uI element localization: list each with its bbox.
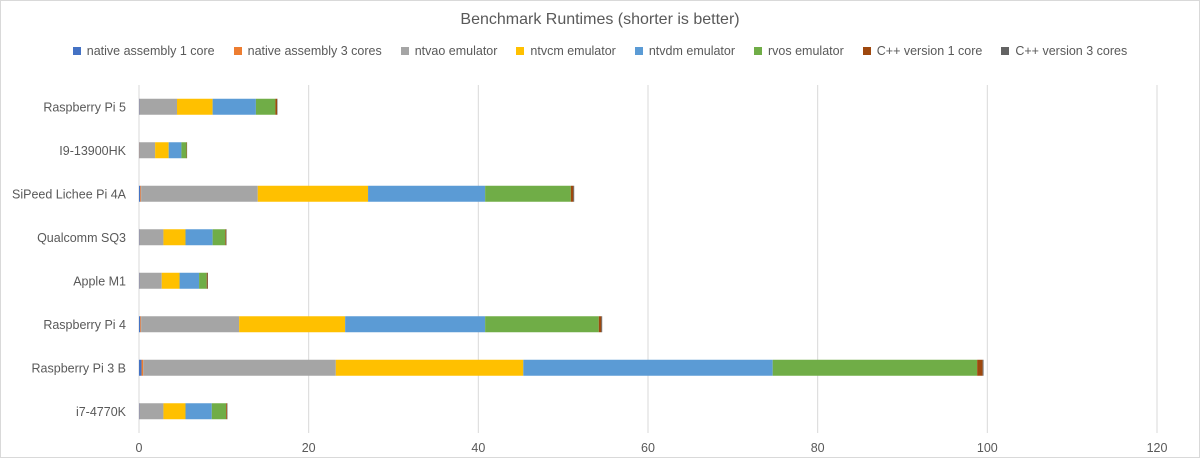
bar-segment — [185, 229, 213, 246]
bar-segment — [177, 98, 213, 115]
category-label: Raspberry Pi 4 — [43, 318, 126, 332]
legend-item: ntvdm emulator — [634, 44, 736, 58]
bar-segment — [368, 185, 486, 202]
bar-segment — [345, 316, 486, 333]
legend-swatch — [516, 47, 525, 55]
x-tick-label: 0 — [136, 441, 143, 455]
bar-segment — [257, 185, 369, 202]
bar-segment — [139, 229, 164, 246]
legend-swatch — [754, 47, 763, 55]
legend-swatch — [233, 47, 242, 55]
legend: native assembly 1 core native assembly 3 … — [1, 44, 1199, 58]
bar-segment — [141, 359, 144, 376]
bar-segment — [139, 272, 162, 289]
bar-segment — [179, 272, 200, 289]
bar-segment — [141, 185, 258, 202]
bar-segment — [335, 359, 524, 376]
x-tick-label: 60 — [641, 441, 655, 455]
bar-segment — [275, 98, 278, 115]
bar-segment — [523, 359, 773, 376]
legend-swatch — [634, 47, 643, 55]
bar-segment — [255, 98, 276, 115]
x-tick-label: 40 — [471, 441, 485, 455]
legend-label: ntvcm emulator — [530, 44, 616, 58]
legend-label: ntvao emulator — [414, 44, 498, 58]
category-label: i7-4770K — [76, 405, 127, 419]
x-tick-label: 20 — [302, 441, 316, 455]
bar-segment — [226, 403, 228, 420]
bar-segment — [573, 185, 575, 202]
bar-segment — [161, 272, 180, 289]
legend-item: native assembly 1 core — [72, 44, 215, 58]
category-label: Raspberry Pi 3 B — [32, 361, 126, 375]
legend-label: native assembly 1 core — [86, 44, 215, 58]
x-tick-label: 120 — [1147, 441, 1168, 455]
bar-segment — [239, 316, 346, 333]
x-tick-label: 80 — [811, 441, 825, 455]
legend-label: C++ version 1 core — [876, 44, 983, 58]
bar-segment — [601, 316, 603, 333]
category-label: SiPeed Lichee Pi 4A — [12, 187, 127, 201]
legend-label: rvos emulator — [768, 44, 844, 58]
legend-label: ntvdm emulator — [648, 44, 736, 58]
bar-segment — [155, 142, 169, 159]
bar-segment — [485, 316, 599, 333]
legend-swatch — [862, 47, 871, 55]
bar-segment — [139, 185, 141, 202]
bar-segment — [185, 403, 212, 420]
category-label: Raspberry Pi 5 — [43, 100, 126, 114]
bar-segment — [598, 316, 602, 333]
bar-segment — [212, 98, 256, 115]
legend-item: C++ version 3 cores — [1001, 44, 1127, 58]
bar-segment — [139, 142, 156, 159]
bar-segment — [139, 316, 141, 333]
legend-swatch — [1001, 47, 1010, 55]
legend-item: rvos emulator — [754, 44, 844, 58]
category-label: I9-13900HK — [59, 144, 126, 158]
bar-segment — [772, 359, 978, 376]
bar-segment — [212, 229, 226, 246]
bar-segment — [570, 185, 574, 202]
bar-segment — [139, 359, 142, 376]
legend-swatch — [72, 47, 81, 55]
bar-segment — [139, 403, 164, 420]
chart-title: Benchmark Runtimes (shorter is better) — [460, 11, 740, 28]
category-label: Apple M1 — [73, 274, 126, 288]
legend-item: ntvao emulator — [400, 44, 498, 58]
bar-segment — [199, 272, 207, 289]
bar-segment — [143, 359, 336, 376]
category-label: Qualcomm SQ3 — [37, 231, 126, 245]
bar-segment — [140, 316, 142, 333]
bar-segment — [163, 403, 186, 420]
legend-item: C++ version 1 core — [862, 44, 983, 58]
x-tick-label: 100 — [977, 441, 998, 455]
legend-label: C++ version 3 cores — [1015, 44, 1128, 58]
bar-segment — [982, 359, 984, 376]
bar-segment — [206, 272, 208, 289]
legend-label: native assembly 3 cores — [247, 44, 382, 58]
legend-item: ntvcm emulator — [516, 44, 616, 58]
bar-segment — [181, 142, 187, 159]
bar-segment — [163, 229, 186, 246]
legend-swatch — [400, 47, 409, 55]
bar-segment — [168, 142, 182, 159]
bar-segment — [140, 185, 142, 202]
bar-segment — [977, 359, 983, 376]
legend-item: native assembly 3 cores — [233, 44, 382, 58]
bar-segment — [225, 229, 227, 246]
bar-segment — [139, 98, 178, 115]
bar-segment — [141, 316, 240, 333]
bar-segment — [485, 185, 571, 202]
bar-segment — [211, 403, 227, 420]
